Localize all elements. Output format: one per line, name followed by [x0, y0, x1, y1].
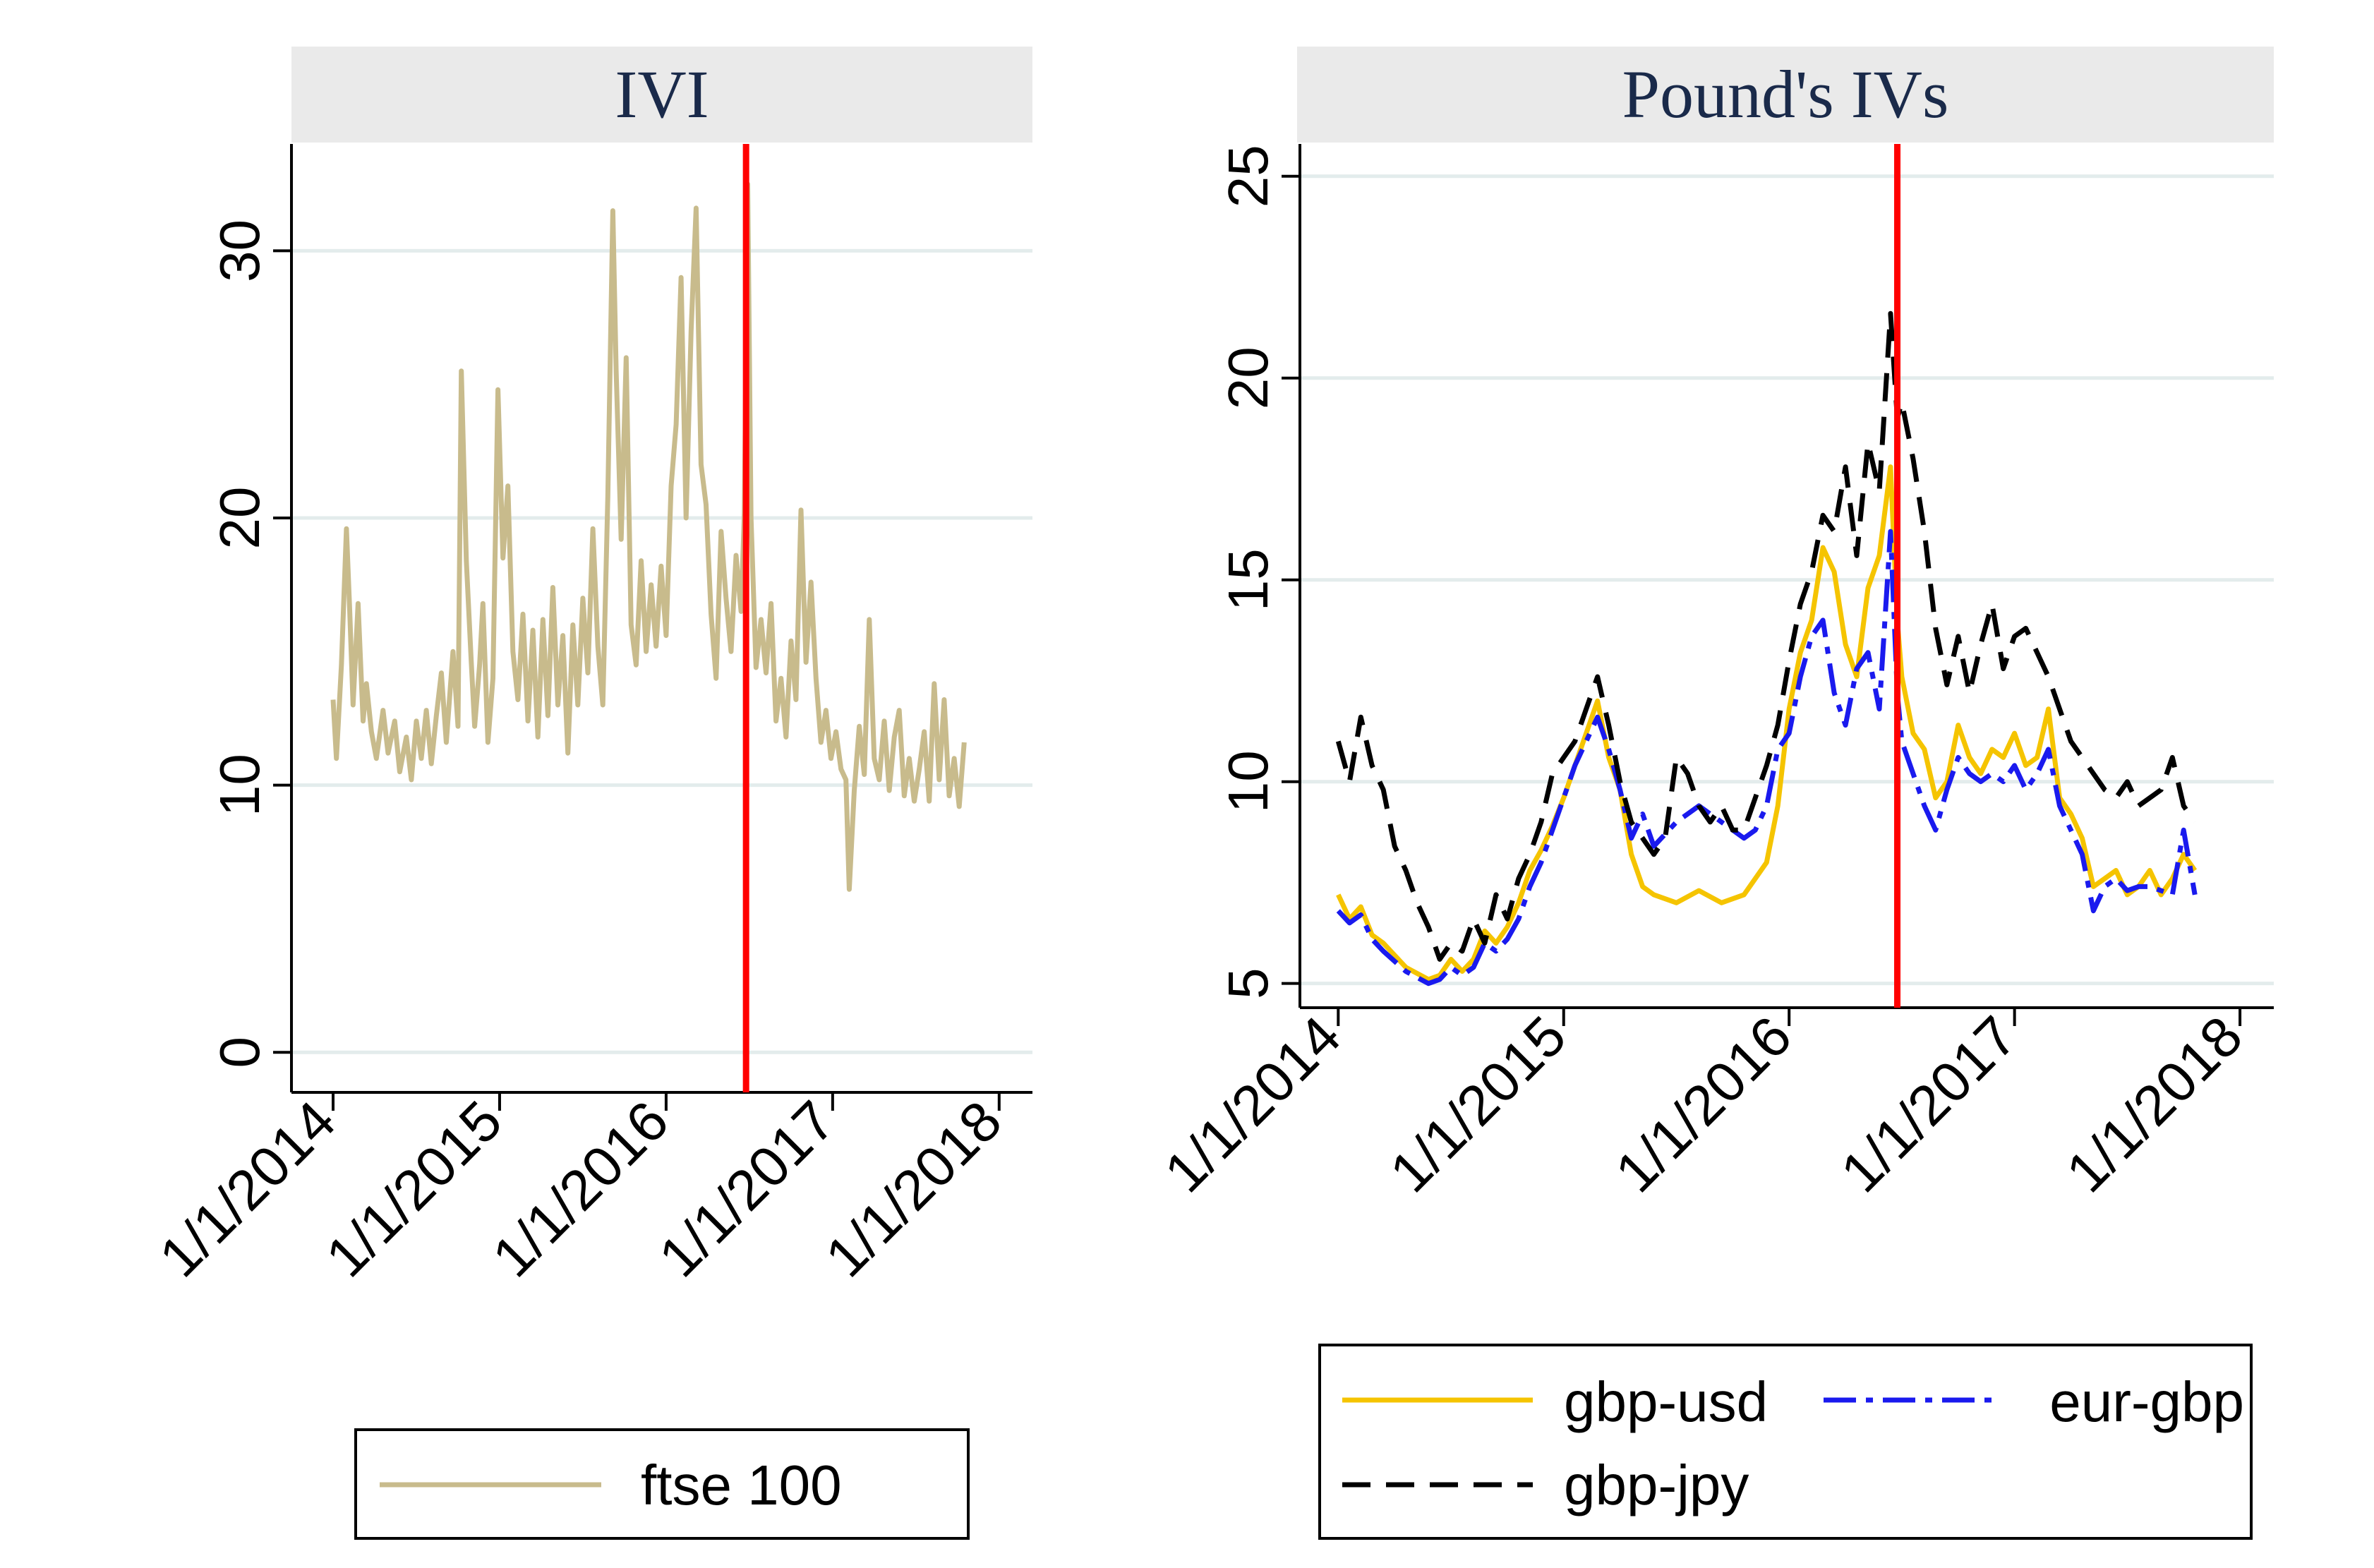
- pounds-ivs-y-tick-label-25: 25: [1217, 145, 1279, 207]
- ivi-title-bar: [291, 47, 1032, 143]
- pounds-ivs-series-group: [1335, 310, 2198, 987]
- legend-label-gbp-usd: gbp-usd: [1564, 1370, 1768, 1433]
- series-line-eur-gbp: [1336, 529, 2198, 987]
- ivi-series-group: [330, 181, 967, 892]
- pounds-ivs-y-tick-label-5: 5: [1217, 967, 1279, 999]
- ivi-title: IVI: [615, 56, 709, 132]
- ivi-y-tick-label-20: 20: [208, 487, 271, 550]
- legend-label-ftse-100: ftse 100: [641, 1454, 842, 1516]
- ivi-y-ticks: 0 10 20 30: [208, 219, 291, 1068]
- pounds-ivs-y-tick-label-20: 20: [1217, 346, 1279, 409]
- pounds-ivs-y-ticks: 5 10 15 20 25: [1217, 145, 1300, 999]
- series-line-gbp-usd: [1336, 464, 2198, 982]
- ivi-y-tick-label-10: 10: [208, 754, 271, 816]
- pounds-ivs-title-bar: [1297, 47, 2274, 143]
- ivi-y-tick-label-0: 0: [208, 1037, 271, 1068]
- pounds-ivs-legend-box: [1318, 1344, 2253, 1540]
- pounds-ivs-y-tick-label-10: 10: [1217, 750, 1279, 813]
- legend-label-eur-gbp: eur-gbp: [2049, 1370, 2244, 1433]
- series-line-gbp-jpy: [1335, 310, 2198, 962]
- legend-label-gbp-jpy: gbp-jpy: [1564, 1454, 1749, 1516]
- pounds-ivs-title: Pound's IVs: [1622, 56, 1949, 132]
- ivi-gridlines: [293, 248, 1032, 1054]
- ivi-y-tick-label-30: 30: [208, 219, 271, 282]
- series-line-ftse-100: [330, 181, 967, 892]
- pounds-ivs-y-tick-label-15: 15: [1217, 548, 1279, 611]
- pounds-ivs-gridlines: [1301, 174, 2274, 986]
